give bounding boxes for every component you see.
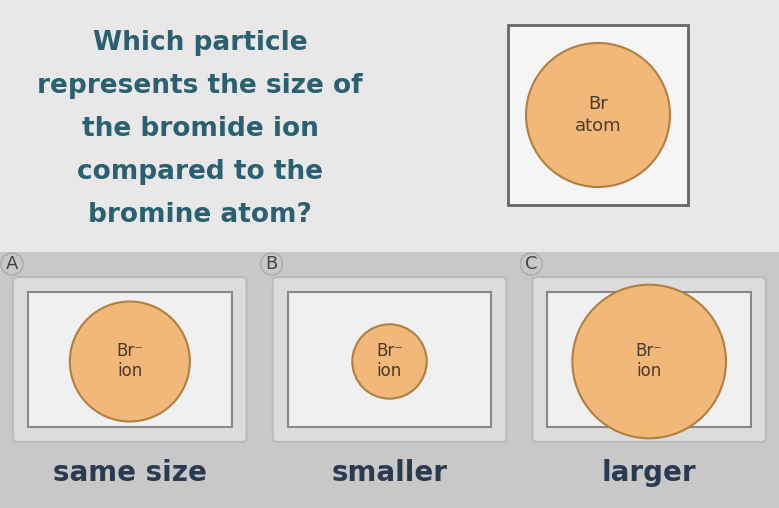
Circle shape	[261, 253, 283, 275]
Text: same size: same size	[53, 459, 206, 487]
Text: Br⁻: Br⁻	[636, 342, 663, 361]
Bar	[0, 252, 779, 508]
Bar	[0, 0, 779, 252]
Text: Br: Br	[588, 95, 608, 113]
Text: ion: ion	[636, 363, 662, 380]
Text: atom: atom	[575, 117, 622, 135]
Text: ion: ion	[377, 363, 402, 380]
FancyBboxPatch shape	[273, 277, 506, 442]
Text: A: A	[5, 255, 18, 273]
Text: ion: ion	[117, 363, 143, 380]
Text: bromine atom?: bromine atom?	[88, 202, 312, 228]
Text: B: B	[266, 255, 278, 273]
Circle shape	[520, 253, 542, 275]
Text: compared to the: compared to the	[77, 159, 323, 185]
Text: the bromide ion: the bromide ion	[82, 116, 319, 142]
FancyBboxPatch shape	[532, 277, 766, 442]
Bar	[548, 292, 751, 427]
Text: larger: larger	[602, 459, 696, 487]
Text: Br⁻: Br⁻	[376, 342, 403, 361]
Text: represents the size of: represents the size of	[37, 73, 363, 99]
Circle shape	[526, 43, 670, 187]
Text: Which particle: Which particle	[93, 30, 307, 56]
Circle shape	[573, 284, 726, 438]
Circle shape	[1, 253, 23, 275]
FancyBboxPatch shape	[13, 277, 247, 442]
Text: Br⁻: Br⁻	[116, 342, 143, 361]
Bar	[28, 292, 231, 427]
Text: C: C	[525, 255, 538, 273]
Circle shape	[70, 302, 190, 422]
Bar	[508, 25, 688, 205]
Bar	[287, 292, 492, 427]
Circle shape	[352, 324, 427, 399]
Text: smaller: smaller	[332, 459, 447, 487]
